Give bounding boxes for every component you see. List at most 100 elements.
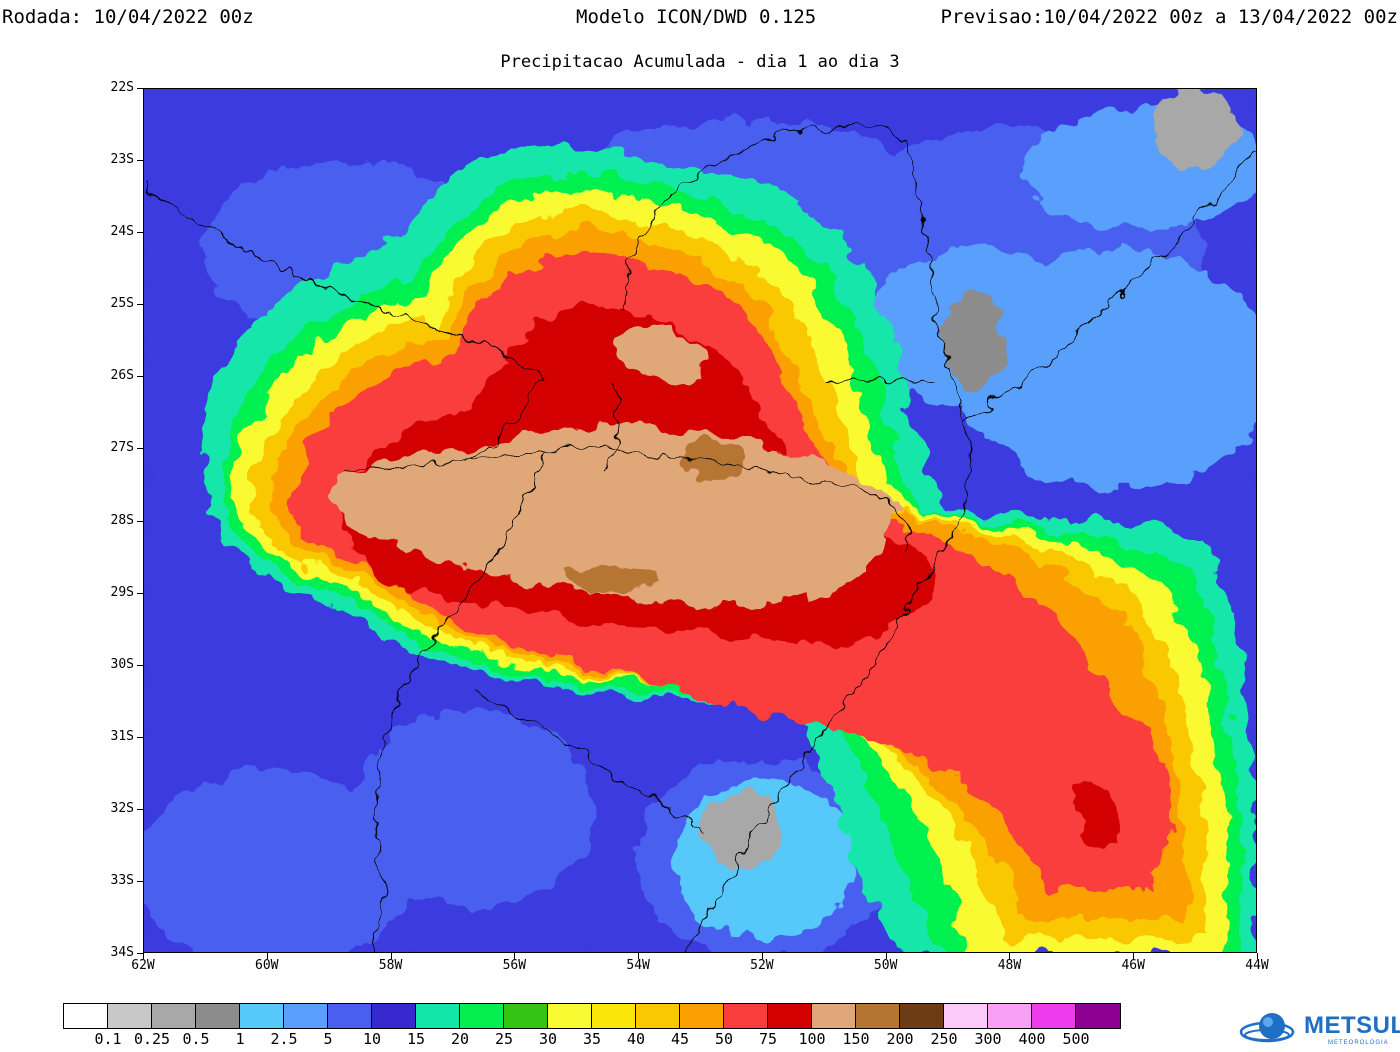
- colorbar-swatch: [856, 1004, 900, 1028]
- lat-tick: [137, 808, 143, 810]
- colorbar-label: 50: [714, 1030, 734, 1048]
- colorbar-label: 20: [450, 1030, 470, 1048]
- border-line: [144, 183, 545, 380]
- colorbar-swatch: [108, 1004, 152, 1028]
- lat-tick: [137, 376, 143, 378]
- colorbar-swatch: [724, 1004, 768, 1028]
- lon-label: 52W: [750, 958, 774, 973]
- lon-tick: [1257, 953, 1258, 959]
- lon-label: 46W: [1121, 958, 1145, 973]
- colorbar-label: 250: [930, 1030, 958, 1048]
- colorbar-label: 0.1: [94, 1030, 122, 1048]
- lon-tick: [885, 953, 887, 959]
- lat-label: 23S: [110, 152, 134, 168]
- lat-tick: [137, 232, 143, 234]
- border-line: [623, 124, 905, 310]
- lat-tick: [137, 880, 143, 882]
- precipitation-colorbar: [63, 1003, 1121, 1029]
- border-line: [473, 688, 705, 830]
- colorbar-swatch: [680, 1004, 724, 1028]
- colorbar-swatch: [416, 1004, 460, 1028]
- lat-tick: [137, 88, 143, 89]
- forecast-label: Previsao:: [940, 6, 1044, 28]
- lat-tick: [137, 592, 143, 594]
- lon-tick: [266, 953, 268, 959]
- lon-tick: [1009, 953, 1011, 959]
- colorbar-swatch: [988, 1004, 1032, 1028]
- colorbar-label: 30: [538, 1030, 558, 1048]
- lon-label: 50W: [873, 958, 898, 973]
- colorbar-label: 100: [798, 1030, 826, 1048]
- coastline: [963, 150, 1256, 420]
- lon-tick: [390, 953, 392, 959]
- colorbar-label: 1: [235, 1030, 245, 1048]
- border-line: [463, 378, 545, 465]
- run-label: Rodada:: [2, 6, 83, 28]
- lon-label: 48W: [997, 958, 1022, 973]
- colorbar-label: 5: [323, 1030, 333, 1048]
- colorbar-swatch: [768, 1004, 812, 1028]
- lat-label: 22S: [110, 80, 134, 95]
- run-info: Rodada: 10/04/2022 00z: [2, 6, 254, 28]
- colorbar-swatch: [900, 1004, 944, 1028]
- colorbar-swatch: [372, 1004, 416, 1028]
- colorbar-swatch: [592, 1004, 636, 1028]
- colorbar-swatch: [812, 1004, 856, 1028]
- colorbar-label: 15: [406, 1030, 426, 1048]
- colorbar-label: 10: [362, 1030, 382, 1048]
- lat-label: 25S: [110, 296, 134, 312]
- colorbar-swatch: [284, 1004, 328, 1028]
- colorbar-label: 25: [494, 1030, 514, 1048]
- metsul-logo: METSUL METEOROLOGIA: [1232, 1008, 1400, 1052]
- lon-tick: [638, 953, 640, 959]
- precipitation-field: [144, 89, 1256, 952]
- forecast-info: Previsao:10/04/2022 00z a 13/04/2022 00z: [940, 6, 1398, 28]
- border-line: [603, 378, 619, 470]
- colorbar-swatch: [196, 1004, 240, 1028]
- border-line: [903, 138, 965, 420]
- colorbar-label: 0.5: [182, 1030, 210, 1048]
- lon-label: 58W: [378, 958, 403, 973]
- lat-label: 31S: [110, 728, 134, 744]
- lat-tick: [137, 448, 143, 450]
- lat-label: 33S: [110, 872, 134, 888]
- forecast-value: 10/04/2022 00z a 13/04/2022 00z: [1043, 6, 1398, 28]
- colorbar-label: 35: [582, 1030, 602, 1048]
- colorbar-swatch: [548, 1004, 592, 1028]
- lon-label: 60W: [255, 958, 279, 973]
- lat-tick: [137, 160, 143, 162]
- lon-label: 56W: [502, 958, 527, 973]
- colorbar-label: 45: [670, 1030, 690, 1048]
- border-line: [343, 448, 909, 550]
- colorbar-label: 75: [758, 1030, 778, 1048]
- colorbar-label: 2.5: [270, 1030, 298, 1048]
- colorbar-label: 500: [1062, 1030, 1090, 1048]
- lat-tick: [137, 520, 143, 522]
- colorbar-swatch: [1032, 1004, 1076, 1028]
- colorbar-label: 40: [626, 1030, 646, 1048]
- lat-label: 29S: [110, 584, 134, 600]
- lon-tick: [143, 953, 144, 959]
- colorbar-swatch: [460, 1004, 504, 1028]
- map-subtitle: Precipitacao Acumulada - dia 1 ao dia 3: [500, 52, 900, 72]
- lon-tick: [514, 953, 516, 959]
- colorbar-label: 150: [842, 1030, 870, 1048]
- lon-label: 62W: [131, 958, 155, 973]
- colorbar-labels: 0.1 0.25 0.5 1 2.5 5 10 15 20 25 30 35 40 45 50 75 100 15…: [0, 1030, 1400, 1050]
- lat-label: 32S: [110, 800, 134, 816]
- lat-label: 30S: [110, 656, 134, 672]
- lat-label: 28S: [110, 512, 134, 528]
- lat-label: 27S: [110, 440, 134, 456]
- colorbar-swatch: [64, 1004, 108, 1028]
- border-line: [823, 378, 935, 382]
- lat-tick: [137, 664, 143, 666]
- lon-label: 54W: [626, 958, 650, 973]
- colorbar-swatch: [636, 1004, 680, 1028]
- logo-brand: METSUL: [1304, 1012, 1400, 1039]
- lat-tick: [137, 736, 143, 738]
- colorbar-swatch: [152, 1004, 196, 1028]
- globe-icon: [1239, 1013, 1295, 1043]
- colorbar-label: 400: [1018, 1030, 1046, 1048]
- logo-sub: METEOROLOGIA: [1328, 1040, 1389, 1046]
- precipitation-map[interactable]: [143, 88, 1257, 953]
